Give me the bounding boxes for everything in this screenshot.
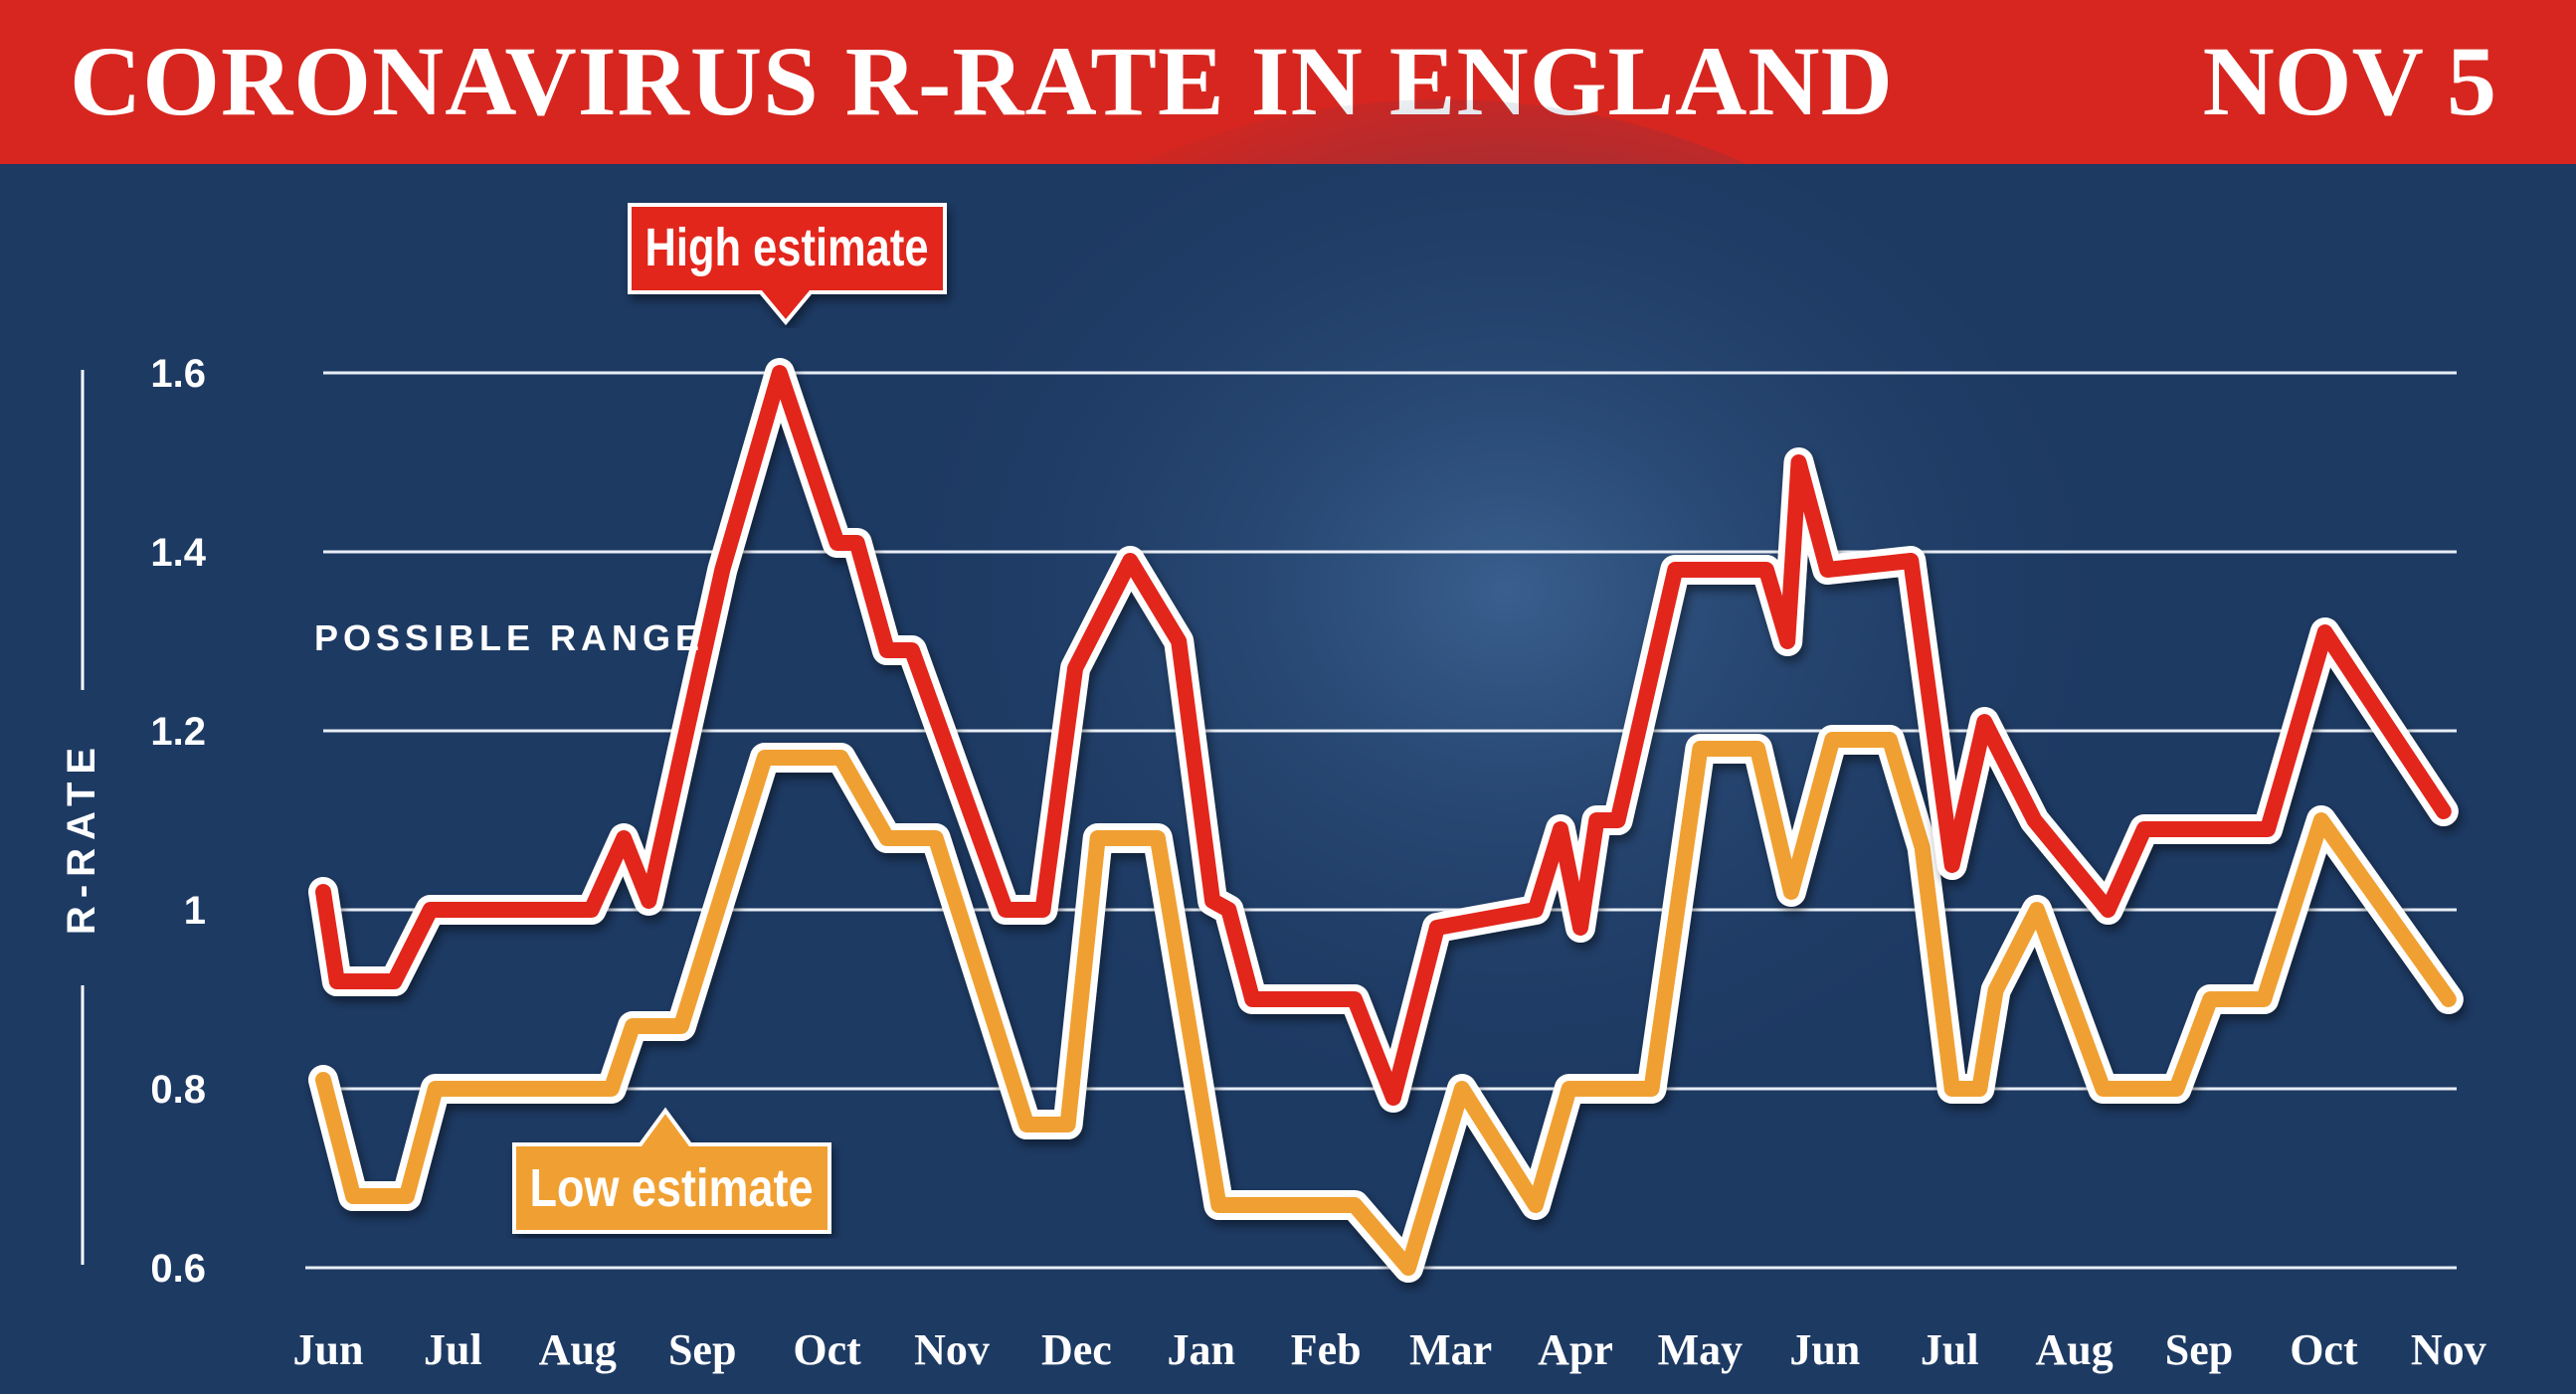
x-tick-label: Oct — [2290, 1325, 2358, 1374]
x-tick-label: Apr — [1538, 1325, 1613, 1374]
y-tick-label: 1.6 — [150, 352, 206, 396]
x-tick-label: Jun — [1789, 1325, 1860, 1374]
x-tick-label: Dec — [1041, 1325, 1112, 1374]
y-axis-label: R-RATE — [60, 740, 103, 935]
series-high-estimate — [308, 358, 2459, 1113]
x-tick-label: Aug — [2035, 1325, 2113, 1374]
possible-range-label: POSSIBLE RANGE — [314, 617, 704, 658]
date-label: NOV 5 — [2202, 26, 2496, 136]
y-tick-label: 1.4 — [150, 531, 206, 575]
y-tick-label: 0.8 — [150, 1068, 206, 1112]
high-estimate-callout: High estimate — [628, 203, 947, 326]
x-tick-label: Jun — [293, 1325, 364, 1374]
x-tick-label: Oct — [793, 1325, 861, 1374]
y-tick-label: 0.6 — [150, 1247, 206, 1291]
x-tick-label: Feb — [1291, 1325, 1362, 1374]
x-tick-label: Jul — [1921, 1325, 1979, 1374]
series-line — [315, 732, 2457, 1276]
series-low-estimate — [308, 725, 2464, 1283]
x-tick-label: Sep — [668, 1325, 736, 1374]
y-tick-label: 1.2 — [150, 710, 206, 754]
x-tick-label: Jan — [1168, 1325, 1235, 1374]
low-estimate-callout: Low estimate — [512, 1107, 831, 1234]
x-tick-label: Jul — [424, 1325, 482, 1374]
x-tick-label: Aug — [539, 1325, 617, 1374]
y-tick-label: 1 — [184, 889, 206, 933]
high-estimate-label: High estimate — [645, 218, 929, 277]
x-tick-label: Nov — [914, 1325, 990, 1374]
low-estimate-label: Low estimate — [530, 1158, 814, 1218]
x-tick-label: Mar — [1409, 1325, 1492, 1374]
x-tick-label: Sep — [2165, 1325, 2233, 1374]
x-tick-label: May — [1658, 1325, 1744, 1374]
x-tick-label: Nov — [2411, 1325, 2486, 1374]
